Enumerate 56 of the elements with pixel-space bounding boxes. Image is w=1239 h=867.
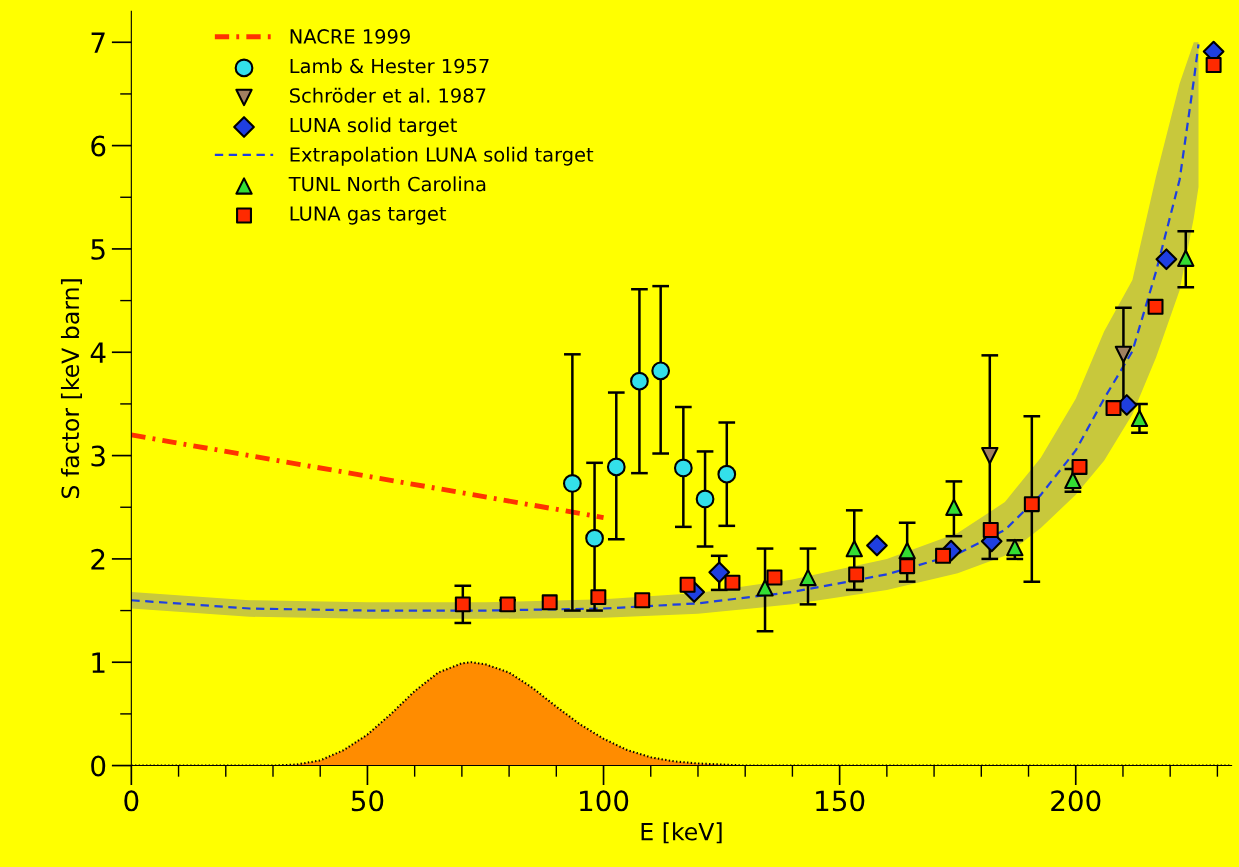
point <box>866 534 888 557</box>
point <box>695 489 715 509</box>
point <box>1130 409 1149 428</box>
point <box>717 464 737 484</box>
point <box>708 561 731 584</box>
point <box>766 569 783 586</box>
point <box>1155 248 1178 271</box>
x-tick-label: 150 <box>816 790 865 812</box>
x-tick-label: 200 <box>1051 790 1101 812</box>
point <box>1114 345 1133 363</box>
y-tick-label: 1 <box>92 652 105 673</box>
point <box>1205 57 1222 73</box>
point <box>1147 298 1164 315</box>
legend-label: Schröder et al. 1987 <box>290 87 486 103</box>
point <box>1071 458 1088 475</box>
y-tick-label: 5 <box>91 239 105 260</box>
point <box>590 589 607 606</box>
point <box>756 579 774 597</box>
y-tick-label: 6 <box>91 135 106 157</box>
point <box>799 568 817 587</box>
point <box>541 594 558 611</box>
x-axis-title: E [keV] <box>641 822 722 844</box>
point <box>945 498 963 516</box>
x-tick-label: 0 <box>124 790 139 812</box>
point <box>673 458 693 478</box>
point <box>1105 400 1122 417</box>
y-axis-title: S factor [keV barn] <box>60 279 82 499</box>
point <box>981 446 999 465</box>
y-tick-label: 0 <box>91 755 106 777</box>
point <box>1177 249 1195 267</box>
y-tick-label: 2 <box>91 548 105 570</box>
legend-label: TUNL North Carolina <box>288 176 486 192</box>
legend-label: Lamb & Hester 1957 <box>290 58 489 74</box>
point <box>585 528 604 548</box>
y-tick-label: 4 <box>90 342 106 363</box>
point <box>1023 496 1040 513</box>
y-tick-label: 3 <box>91 445 105 467</box>
point <box>563 474 582 493</box>
legend-label: LUNA solid target <box>290 117 457 137</box>
legend-label: NACRE 1999 <box>290 29 410 44</box>
x-tick-label: 50 <box>351 790 384 812</box>
point <box>982 521 999 538</box>
point <box>724 574 741 591</box>
point <box>630 371 649 391</box>
point <box>845 539 863 558</box>
y-tick-label: 7 <box>91 32 105 53</box>
legend-label: Extrapolation LUNA solid target <box>290 146 594 166</box>
point <box>651 361 671 381</box>
point <box>454 596 471 613</box>
point <box>899 558 916 575</box>
point <box>848 566 865 583</box>
point <box>898 541 916 560</box>
x-tick-label: 100 <box>580 790 629 812</box>
legend-label: LUNA gas target <box>290 206 447 225</box>
point <box>606 457 626 477</box>
point <box>634 592 651 609</box>
